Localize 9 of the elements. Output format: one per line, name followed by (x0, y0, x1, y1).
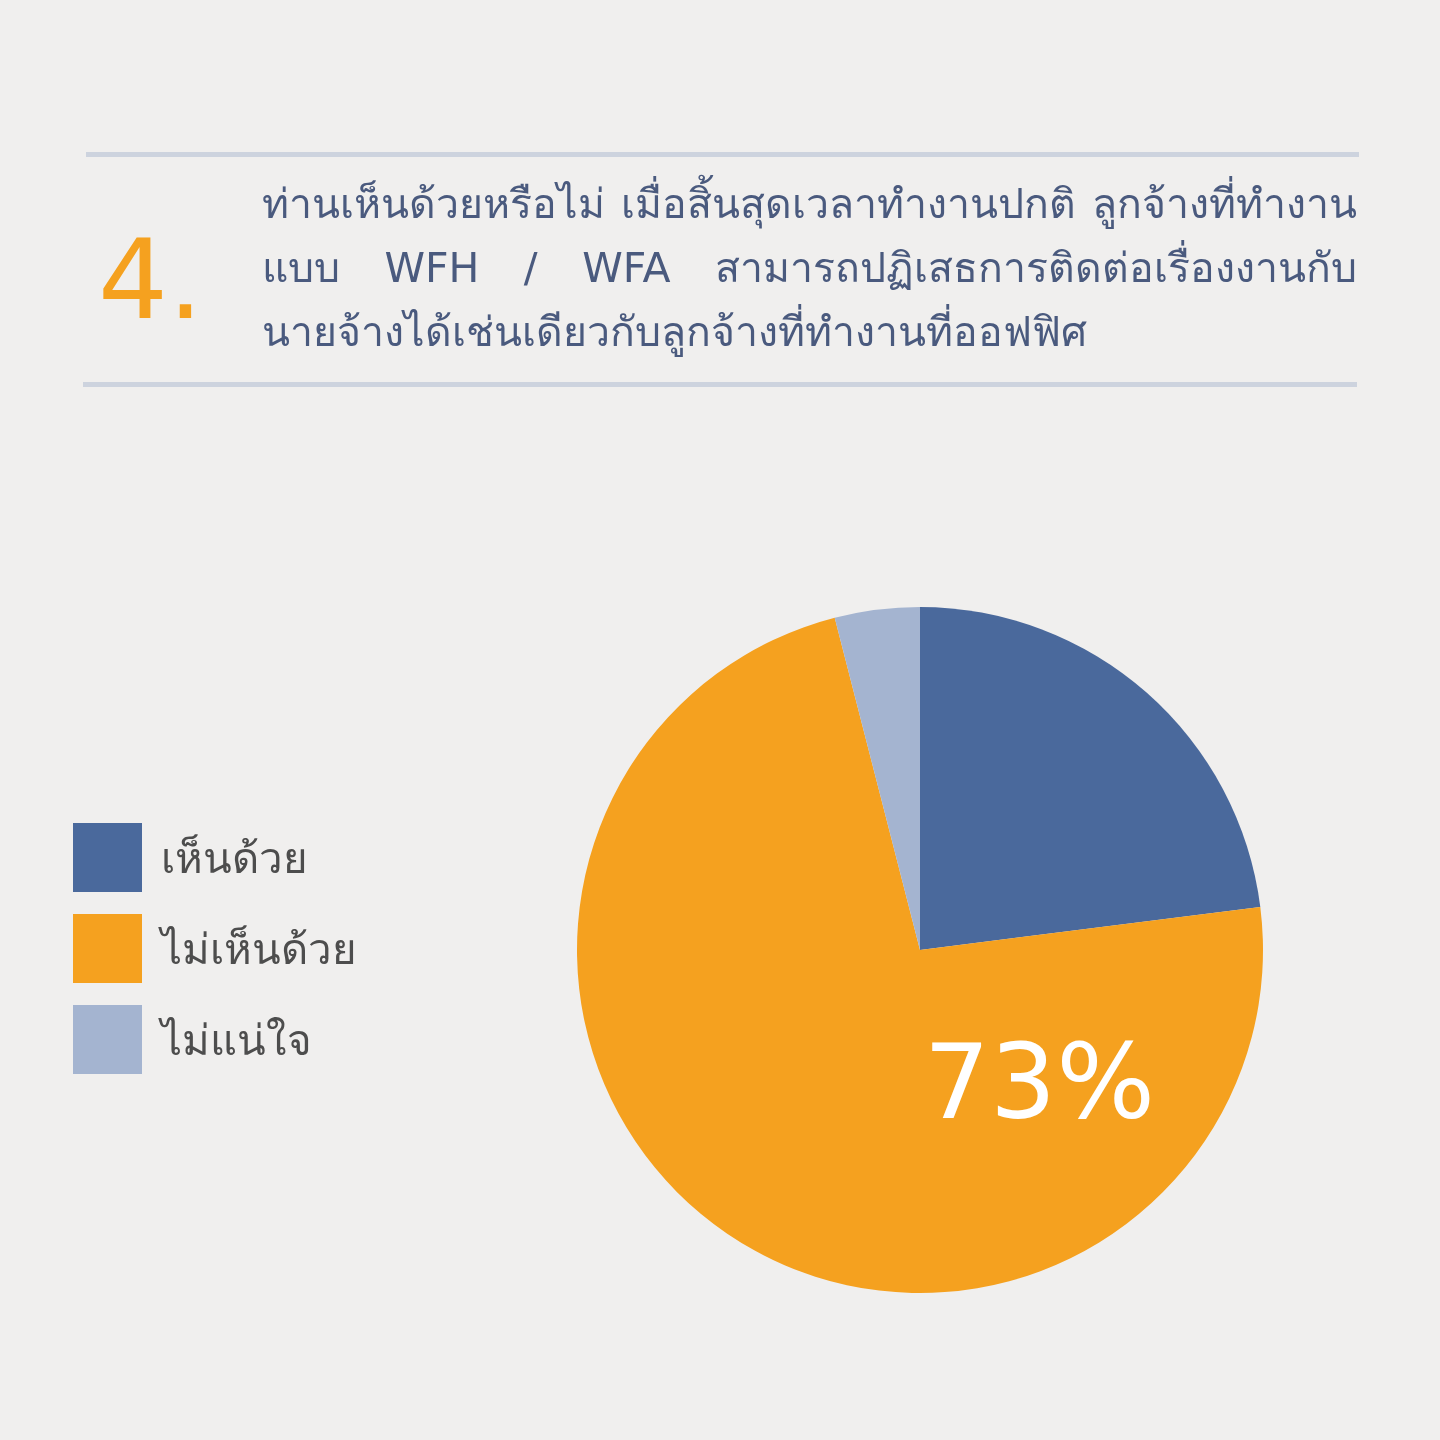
pie-slice (577, 617, 1263, 1293)
data-label: 73% (923, 1021, 1156, 1144)
pie-slice (920, 607, 1261, 950)
legend-label: ไม่แน่ใจ (158, 1016, 312, 1065)
chart-title: ท่านเห็นด้วยหรือไม่ เมื่อสิ้นสุดเวลาทำงานปกติ ลูกจ้างที่ทำงานแบบ WFH / WFA สามารถปฏิเสธการติดต่อเรื่องงานกับนายจ้างได้เช่นเดียวกับลูกจ้างที่ทำงานที่ออฟฟิศ (262, 173, 1357, 359)
text: 4. (98, 216, 203, 344)
pie-slice (834, 607, 920, 950)
legend-label: ไม่เห็นด้วย (158, 925, 357, 974)
legend-label: เห็นด้วย (161, 834, 308, 883)
